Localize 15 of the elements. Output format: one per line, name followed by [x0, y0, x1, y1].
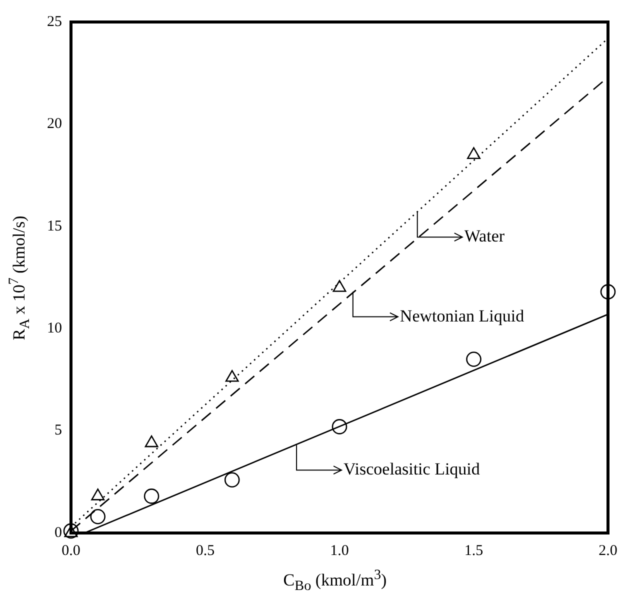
y-tick-label: 10	[47, 320, 62, 337]
y-tick-label: 5	[54, 422, 62, 439]
y-tick-label: 25	[47, 14, 62, 30]
y-tick-label: 0	[54, 524, 62, 541]
x-tick-label: 1.5	[464, 542, 484, 559]
x-axis-title: C$_{Bo}$ (kmol/m$^{3}$)	[282, 567, 388, 596]
annotation: Viscoelasitic Liquid	[344, 460, 480, 479]
x-tick-label: 0.5	[196, 542, 215, 559]
x-tick-label: 0.0	[62, 542, 80, 559]
x-tick-label: 1.0	[330, 542, 349, 559]
y-tick-label: 20	[47, 116, 62, 132]
y-tick-label: 15	[47, 218, 62, 234]
annotation: Newtonian Liquid	[400, 306, 525, 326]
annotation: Water	[464, 226, 505, 246]
x-tick-label: 2.0	[598, 542, 618, 559]
